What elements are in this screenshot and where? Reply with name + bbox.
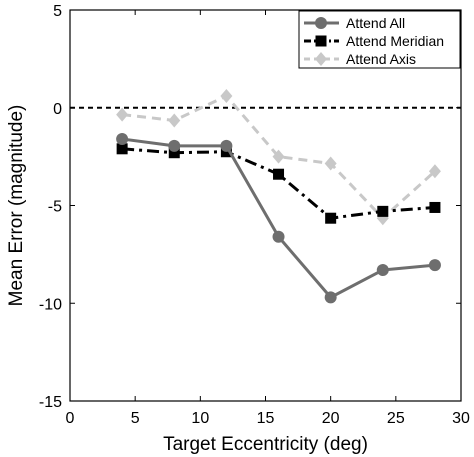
data-point (377, 205, 389, 217)
x-tick-label: 20 (322, 410, 340, 427)
data-point (324, 291, 337, 304)
x-axis-title: Target Eccentricity (deg) (163, 434, 368, 455)
data-point (168, 147, 180, 159)
ticks-layer: 0 5 10 15 20 25 30 -15 -10 -5 0 5 (39, 3, 470, 427)
data-point (220, 89, 233, 104)
legend-label: Attend All (346, 15, 405, 31)
legend-label: Attend Meridian (346, 33, 444, 49)
x-tick-label: 15 (257, 410, 275, 427)
data-point (325, 212, 337, 224)
data-point (220, 139, 233, 152)
data-point (116, 133, 129, 146)
data-point (116, 143, 128, 155)
series-attend-axis (116, 89, 441, 226)
data-point (428, 259, 441, 272)
legend-label: Attend Axis (346, 51, 416, 67)
data-point (272, 149, 285, 164)
data-point (273, 168, 285, 180)
data-point (324, 156, 337, 171)
data-point (168, 113, 181, 128)
data-point (429, 201, 441, 213)
x-tick-label: 5 (131, 410, 140, 427)
legend-marker (315, 52, 327, 66)
data-point (376, 264, 389, 277)
legend-item: Attend All (304, 15, 405, 31)
y-tick-label: -5 (48, 199, 62, 216)
data-point (116, 107, 129, 122)
x-tick-label: 0 (66, 410, 75, 427)
y-tick-label: -15 (39, 394, 62, 411)
series-attend-all (116, 133, 441, 304)
legend-items: Attend All Attend Meridian Attend Axis (304, 15, 444, 67)
legend-item: Attend Meridian (304, 33, 444, 49)
x-tick-label: 25 (387, 410, 405, 427)
y-axis-title: Mean Error (magnitude) (6, 105, 27, 307)
legend-marker (315, 35, 327, 47)
x-tick-label: 30 (452, 410, 470, 427)
y-tick-label: 0 (53, 101, 62, 118)
legend-item: Attend Axis (304, 51, 416, 67)
y-tick-label: -10 (39, 296, 62, 313)
x-tick-label: 10 (191, 410, 209, 427)
legend-marker (315, 17, 327, 29)
y-tick-label: 5 (53, 3, 62, 20)
data-point (168, 139, 181, 152)
plot-frame (69, 9, 462, 402)
legend: Attend All Attend Meridian Attend Axis (298, 10, 461, 69)
data-point (428, 164, 441, 179)
data-point (272, 230, 285, 243)
plot-layer (70, 89, 461, 304)
